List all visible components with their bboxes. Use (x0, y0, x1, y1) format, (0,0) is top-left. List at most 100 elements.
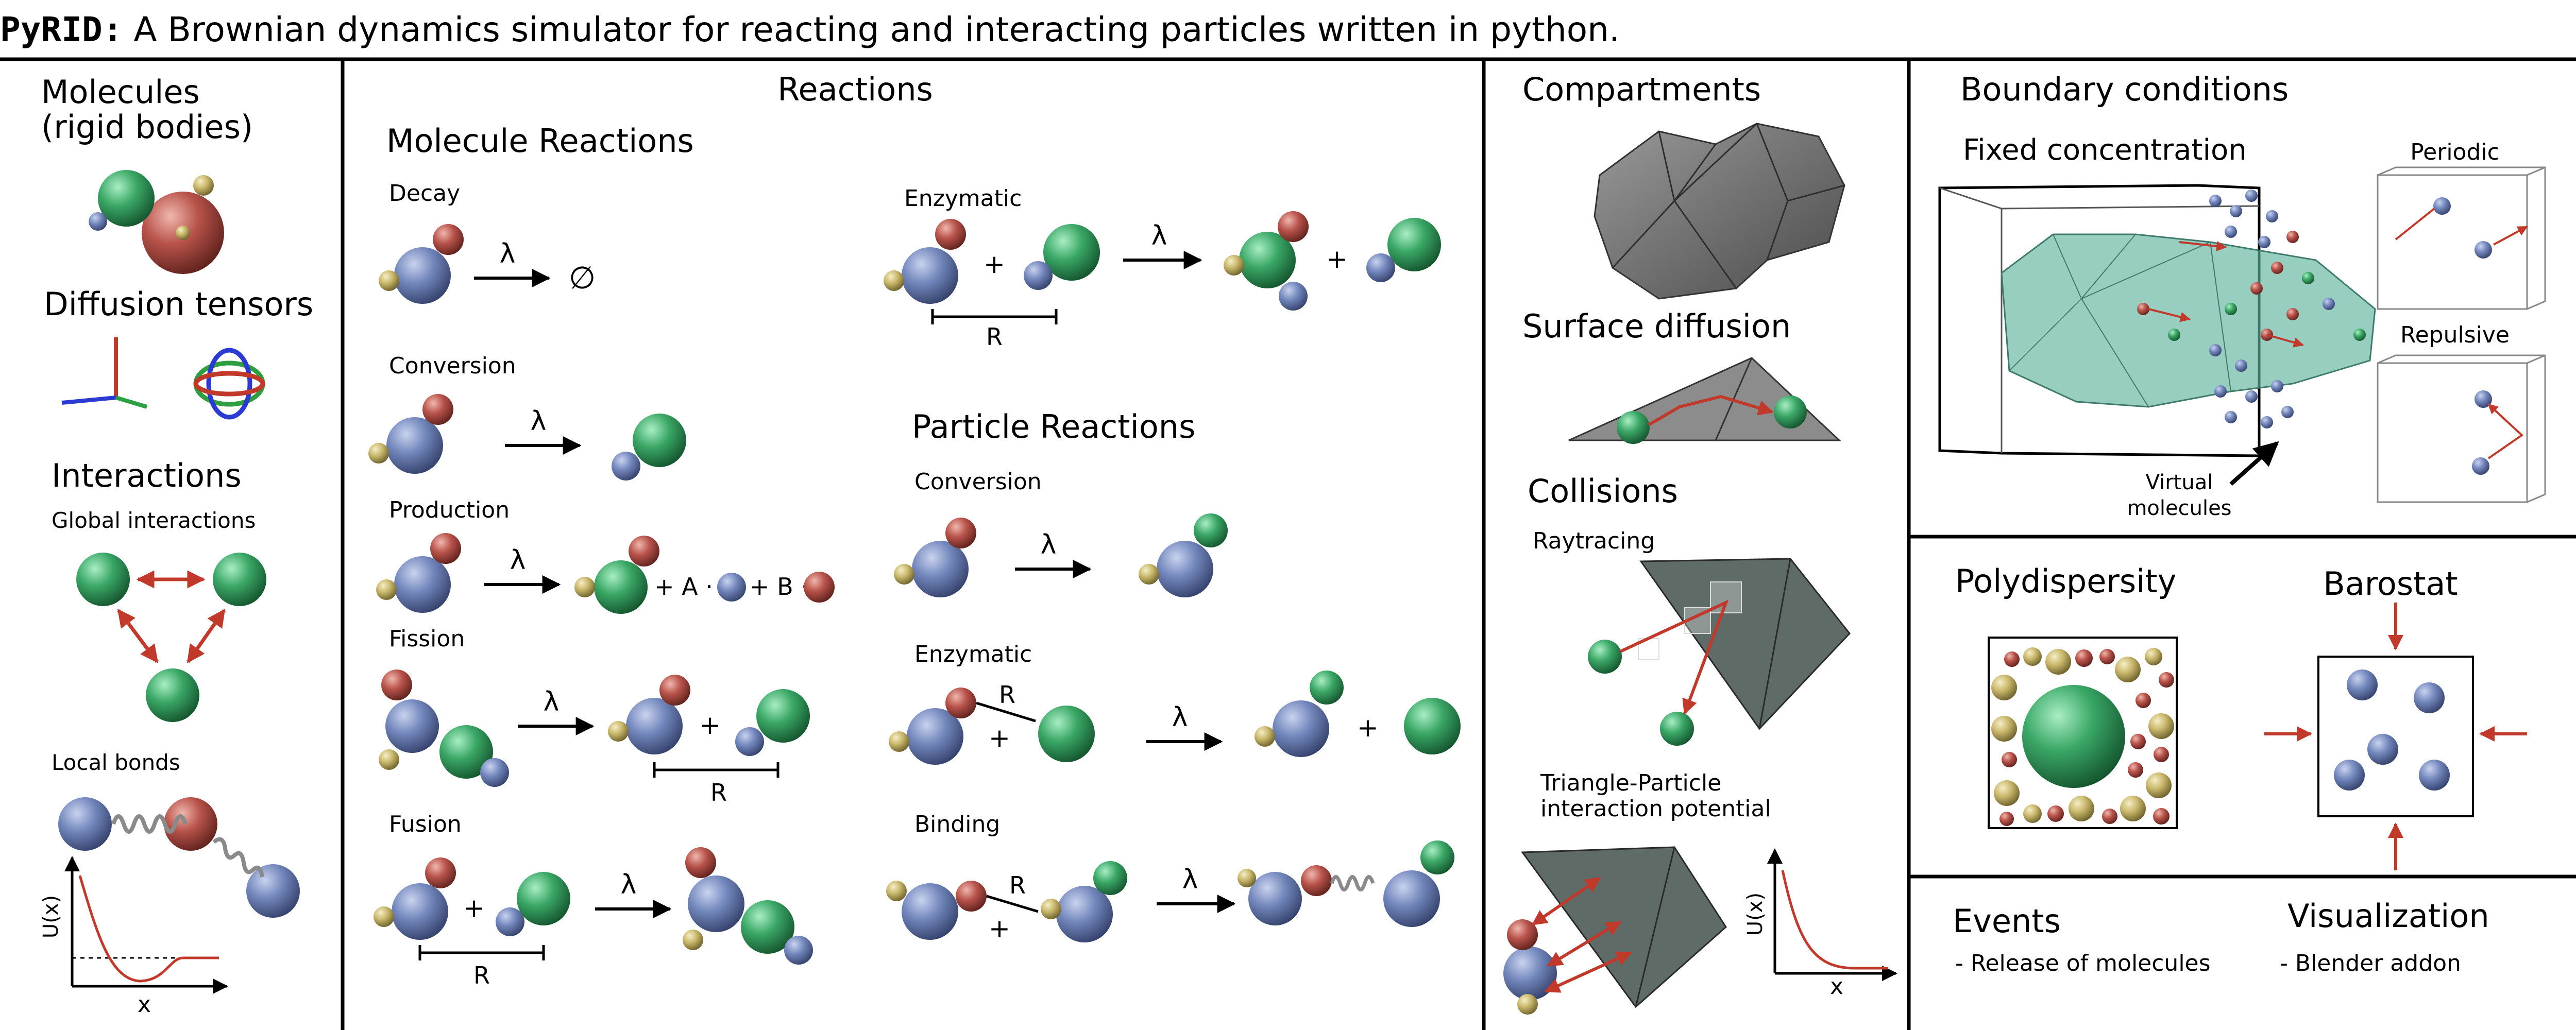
production-plus-b: + B · (750, 573, 808, 600)
local-bonds-icon (58, 797, 300, 918)
events-item: - Release of molecules (1955, 950, 2211, 976)
compartments-panel: Compartments Surface diffusion Collision… (1503, 71, 1897, 1015)
triangle-potential-plot: U(x) x (1743, 848, 1897, 1000)
diffusion-tensors-heading: Diffusion tensors (44, 285, 313, 323)
virtual-label-1: Virtual (2146, 471, 2213, 494)
binding-plus: + (989, 914, 1010, 943)
visualization-item: - Blender addon (2280, 950, 2461, 976)
particle-enzymatic-reaction: R + λ + (889, 671, 1461, 765)
molecules-heading: Molecules (41, 73, 200, 111)
particle-conversion-lambda: λ (1041, 529, 1057, 560)
fission-reaction: λ + R (379, 670, 810, 806)
conversion-reaction: λ (368, 394, 686, 480)
virtual-molecules-pointer (2229, 441, 2279, 486)
fusion-label: Fusion (389, 811, 462, 837)
fusion-r: R (473, 962, 490, 989)
enzymatic-lambda: λ (1151, 220, 1167, 251)
enzymatic-r: R (986, 323, 1003, 351)
global-interactions-icon (76, 553, 266, 722)
enzymatic-label: Enzymatic (904, 185, 1022, 212)
binding-lambda: λ (1182, 864, 1198, 895)
raytracing-label: Raytracing (1533, 528, 1655, 554)
fusion-reaction: + R λ (374, 847, 813, 989)
barostat-heading: Barostat (2323, 565, 2458, 603)
particle-enzymatic-label: Enzymatic (914, 641, 1032, 667)
fusion-lambda: λ (621, 869, 637, 900)
compartments-heading: Compartments (1522, 71, 1761, 108)
binding-r: R (1009, 871, 1026, 899)
interactions-heading: Interactions (52, 457, 242, 494)
bond-plot-ylabel: U(x) (39, 895, 63, 938)
figure-title: PyRID: A Brownian dynamics simulator for… (0, 4, 2576, 56)
production-lambda: λ (510, 545, 526, 576)
surface-diffusion-heading: Surface diffusion (1522, 307, 1791, 345)
particle-conversion-label: Conversion (914, 469, 1042, 495)
periodic-label: Periodic (2410, 139, 2500, 165)
enzymatic-plus-2: + (1326, 244, 1348, 274)
pressure-arrows (2264, 603, 2527, 870)
reactions-heading: Reactions (777, 71, 933, 108)
repulsive-label: Repulsive (2400, 322, 2510, 348)
decay-reaction: λ ∅ (379, 224, 596, 304)
compartment-mesh-icon (1594, 123, 1845, 300)
bond-potential-plot: U(x) x (39, 856, 228, 1018)
raytracing-icon (1588, 558, 1851, 746)
triangle-particle-icon (1503, 846, 1727, 1015)
visualization-panel: Visualization - Blender addon (2280, 897, 2489, 976)
enzymatic-reaction: + R λ + (884, 211, 1441, 351)
decay-empty-set: ∅ (569, 260, 596, 296)
visualization-heading: Visualization (2287, 897, 2489, 935)
fixed-concentration-label: Fixed concentration (1963, 133, 2247, 167)
virtual-label-2: molecules (2127, 496, 2231, 520)
fission-lambda: λ (544, 686, 560, 717)
triangle-plot-xlabel: x (1830, 973, 1843, 1000)
conversion-label: Conversion (389, 353, 516, 379)
rotation-tensor-icon (193, 348, 265, 420)
triangle-particle-label-1: Triangle-Particle (1540, 770, 1721, 796)
reactions-panel: Reactions Molecule Reactions Decay λ ∅ C… (368, 71, 1461, 989)
boundary-panel: Boundary conditions Fixed concentration (1938, 71, 2546, 520)
production-reaction: λ + A · + B · (376, 533, 835, 614)
fission-label: Fission (389, 626, 465, 652)
binding-reaction: R + λ (886, 840, 1454, 943)
local-bonds-label: Local bonds (52, 750, 180, 775)
compartment-in-box (2001, 233, 2376, 408)
global-interactions-label: Global interactions (52, 508, 256, 533)
polydispersity-panel: Polydispersity (1955, 562, 2178, 829)
title-text: A Brownian dynamics simulator for reacti… (123, 10, 1620, 49)
periodic-box (2377, 166, 2546, 310)
particle-enzymatic-plus: + (989, 723, 1010, 753)
surface-diffusion-icon (1568, 357, 1841, 444)
particle-enzymatic-plus-2: + (1357, 713, 1379, 743)
panel-borders (0, 57, 2576, 1030)
enzymatic-plus: + (984, 249, 1005, 279)
fusion-plus: + (463, 893, 485, 923)
conversion-lambda: λ (531, 406, 547, 437)
triangle-particle-label-2: interaction potential (1540, 796, 1771, 822)
fission-r: R (710, 779, 727, 806)
molecule-reactions-heading: Molecule Reactions (386, 122, 694, 160)
particle-conversion-reaction: λ (894, 513, 1228, 597)
collisions-heading: Collisions (1528, 472, 1678, 510)
particle-enzymatic-r: R (999, 681, 1015, 709)
barostat-panel: Barostat (2264, 565, 2527, 870)
triangle-plot-ylabel: U(x) (1743, 892, 1767, 936)
rigid-bodies-label: (rigid bodies) (41, 108, 253, 146)
binding-label: Binding (914, 811, 1000, 837)
polydispersity-heading: Polydispersity (1955, 562, 2176, 600)
decay-lambda: λ (500, 238, 516, 269)
production-label: Production (389, 497, 510, 523)
program-name: PyRID: (0, 10, 123, 49)
production-plus-a: + A · (654, 573, 713, 600)
fission-plus: + (699, 710, 721, 740)
events-heading: Events (1953, 902, 2061, 940)
polydisperse-particles (1991, 647, 2174, 826)
rigid-body-molecule-icon (89, 170, 224, 274)
particle-reactions-heading: Particle Reactions (912, 408, 1195, 445)
particle-enzymatic-lambda: λ (1172, 702, 1188, 733)
molecules-panel: Molecules (rigid bodies) Diffusion tenso… (39, 73, 313, 1018)
bond-plot-xlabel: x (138, 991, 151, 1018)
coordinate-axes-icon (61, 337, 148, 409)
repulsive-box (2377, 354, 2546, 503)
